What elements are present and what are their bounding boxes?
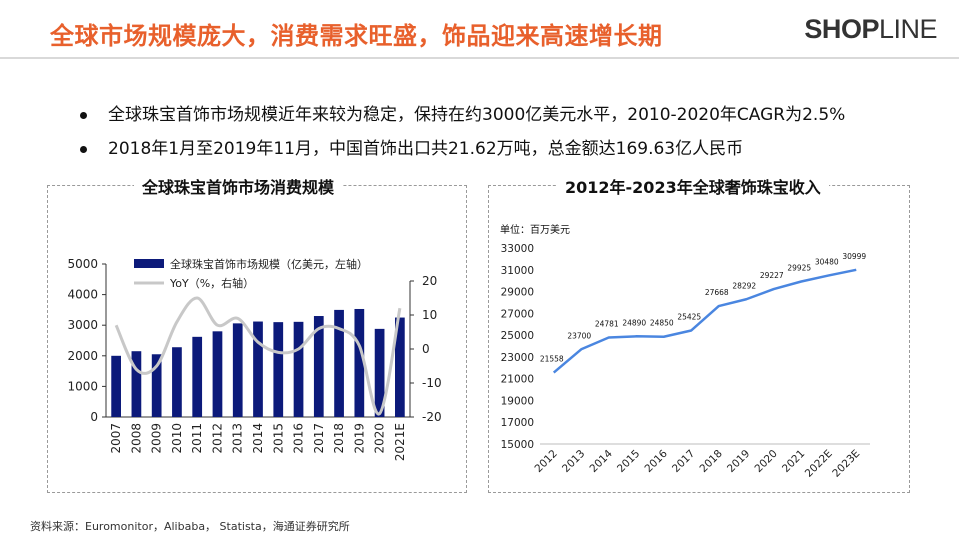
left-tick-label: 4000 bbox=[67, 288, 98, 302]
bar bbox=[293, 321, 304, 417]
x-tick-label: 2015 bbox=[271, 423, 285, 454]
x-tick-label: 2018 bbox=[332, 423, 346, 454]
bar bbox=[313, 316, 324, 417]
page-title: 全球市场规模庞大，消费需求旺盛，饰品迎来高速增长期 bbox=[50, 22, 663, 50]
right-chart-panel bbox=[488, 185, 910, 493]
left-tick-label: 2000 bbox=[67, 349, 98, 363]
shopline-logo: SHOPLINE bbox=[804, 14, 937, 45]
x-tick-label: 2010 bbox=[170, 423, 184, 454]
bar bbox=[192, 336, 203, 417]
header-divider bbox=[0, 57, 959, 59]
right-tick-label: 0 bbox=[422, 342, 430, 356]
x-tick-label: 2012 bbox=[210, 423, 224, 454]
bar bbox=[354, 308, 365, 417]
bar bbox=[253, 321, 263, 417]
source-note: 资料来源：Euromonitor，Alibaba， Statista，海通证券研… bbox=[30, 520, 350, 533]
bar bbox=[273, 322, 284, 417]
left-tick-label: 5000 bbox=[67, 257, 98, 271]
bar bbox=[395, 317, 405, 417]
bar bbox=[374, 328, 385, 417]
bullet-list: 全球珠宝首饰市场规模近年来较为稳定，保持在约3000亿美元水平，2010-202… bbox=[80, 98, 845, 166]
right-chart-title: 2012年-2023年全球奢饰珠宝收入 bbox=[557, 174, 829, 198]
right-tick-label: -20 bbox=[422, 410, 442, 424]
x-tick-label: 2009 bbox=[150, 423, 164, 454]
legend-bar-label: 全球珠宝首饰市场规模（亿美元，左轴） bbox=[170, 257, 368, 271]
left-tick-label: 3000 bbox=[67, 318, 98, 332]
logo-text-sh: SH bbox=[804, 14, 841, 44]
x-tick-label: 2011 bbox=[190, 423, 204, 454]
left-tick-label: 0 bbox=[90, 410, 98, 424]
x-tick-label: 2007 bbox=[109, 423, 123, 454]
bar bbox=[232, 323, 243, 417]
right-tick-label: 10 bbox=[422, 308, 437, 322]
x-tick-label: 2019 bbox=[352, 423, 366, 454]
right-tick-label: -10 bbox=[422, 376, 442, 390]
left-tick-label: 1000 bbox=[67, 379, 98, 393]
bar bbox=[111, 355, 121, 417]
x-tick-label: 2013 bbox=[231, 423, 245, 454]
bar bbox=[151, 354, 162, 417]
bar bbox=[212, 331, 223, 417]
x-tick-label: 2016 bbox=[292, 423, 306, 454]
logo-text-line: LINE bbox=[878, 14, 938, 44]
x-tick-label: 2021E bbox=[393, 423, 407, 461]
bar bbox=[172, 347, 182, 417]
x-tick-label: 2014 bbox=[251, 423, 265, 454]
bar bbox=[131, 351, 142, 417]
left-chart-title: 全球珠宝首饰市场消费规模 bbox=[134, 174, 343, 198]
x-tick-label: 2020 bbox=[373, 423, 387, 454]
legend-bar-swatch bbox=[134, 259, 164, 268]
bullet-item: 全球珠宝首饰市场规模近年来较为稳定，保持在约3000亿美元水平，2010-202… bbox=[80, 98, 845, 132]
bullet-item: 2018年1月至2019年11月，中国首饰出口共21.62万吨，总金额达169.… bbox=[80, 132, 845, 166]
right-tick-label: 20 bbox=[422, 274, 437, 288]
x-tick-label: 2017 bbox=[312, 423, 326, 454]
logo-text-o: O bbox=[840, 14, 862, 44]
yoy-line bbox=[114, 296, 402, 416]
logo-text-p: P bbox=[861, 14, 879, 44]
legend-line-label: YoY（%，右轴） bbox=[169, 276, 254, 290]
bar bbox=[334, 309, 344, 417]
x-tick-label: 2008 bbox=[129, 423, 143, 454]
